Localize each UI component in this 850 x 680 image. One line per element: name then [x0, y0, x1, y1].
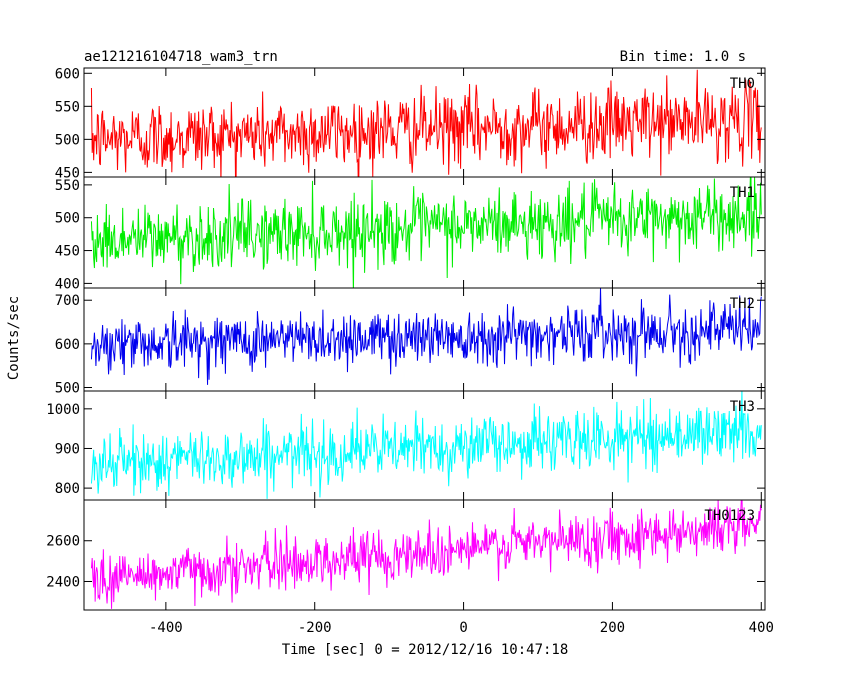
panel-th1: 400 450 500 550 TH1: [55, 176, 766, 292]
series-th1: [90, 177, 762, 288]
series-th2: [90, 288, 762, 385]
panel-th0: 450 500 550 600 TH0: [55, 66, 766, 181]
y-tick-label: 500: [55, 381, 80, 397]
panel-th0123: 2400 2600 TH0123: [46, 499, 766, 611]
panel-label-th1: TH1: [730, 185, 755, 201]
x-tick-label: -200: [298, 620, 332, 636]
y-tick-label: 900: [55, 441, 80, 457]
y-tick-label: 800: [55, 481, 80, 497]
series-th0: [90, 69, 762, 177]
panel-th3: 800 900 1000 TH3: [46, 390, 766, 501]
series-th3: [90, 391, 762, 499]
x-tick-label: 0: [459, 620, 467, 636]
panel-frame: [83, 499, 766, 611]
x-tick-label: 400: [749, 620, 774, 636]
y-tick-label: 550: [55, 178, 80, 194]
x-axis-label: Time [sec] 0 = 2012/12/16 10:47:18: [282, 642, 569, 658]
y-tick-label: 1000: [46, 402, 80, 418]
y-tick-label: 700: [55, 293, 80, 309]
panel-label-th0: TH0: [730, 76, 755, 92]
x-tick-label: -400: [149, 620, 183, 636]
panel-th2: 500 600 700 TH2: [55, 287, 766, 397]
y-tick-label: 500: [55, 211, 80, 227]
y-tick-label: 450: [55, 165, 80, 181]
y-tick-label: 600: [55, 337, 80, 353]
y-tick-label: 2600: [46, 534, 80, 550]
panel-label-th0123: TH0123: [704, 508, 755, 524]
y-tick-label: 2400: [46, 574, 80, 590]
y-tick-label: 500: [55, 132, 80, 148]
y-axis-label: Counts/sec: [6, 296, 22, 380]
panel-label-th3: TH3: [730, 399, 755, 415]
y-tick-label: 600: [55, 66, 80, 82]
y-tick-label: 450: [55, 244, 80, 260]
y-tick-label: 400: [55, 276, 80, 292]
series-th0123: [90, 500, 762, 609]
x-tick-label: 200: [600, 620, 625, 636]
chart-title: ae121216104718_wam3_trn: [84, 49, 278, 65]
bin-time-label: Bin time: 1.0 s: [620, 49, 746, 65]
panel-label-th2: TH2: [730, 296, 755, 312]
y-tick-label: 550: [55, 99, 80, 115]
